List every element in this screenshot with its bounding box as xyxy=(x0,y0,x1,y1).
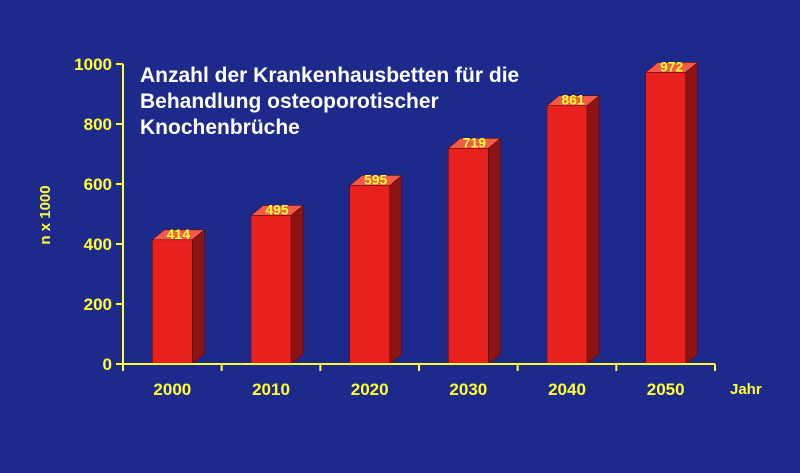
bar-side xyxy=(488,137,501,365)
y-tick-label: 200 xyxy=(84,295,112,314)
bar xyxy=(152,239,193,365)
bar xyxy=(448,148,489,365)
x-ticks-group: 2000 2010 2020 2030 2040 2050 xyxy=(122,364,716,399)
x-tick-label: 2030 xyxy=(449,380,487,399)
bar-side xyxy=(290,204,304,365)
bar xyxy=(349,185,390,365)
bar-value-label: 861 xyxy=(561,92,585,108)
x-axis-label: Jahr xyxy=(730,381,762,398)
bar xyxy=(546,105,588,365)
bar-side xyxy=(685,61,698,365)
bar-side xyxy=(586,95,600,365)
y-axis-label: n x 1000 xyxy=(37,185,54,244)
bar-side xyxy=(192,229,205,365)
x-tick-label: 2010 xyxy=(252,380,290,399)
chart-title-line-3: Knochenbrüche xyxy=(140,116,300,139)
y-tick-label: 400 xyxy=(84,235,112,254)
bars-group xyxy=(151,61,699,365)
y-tick-label: 0 xyxy=(103,355,112,374)
value-labels-group: 414 495 595 719 861 972 xyxy=(167,58,684,241)
y-tick-label: 1000 xyxy=(74,55,112,74)
x-tick-label: 2050 xyxy=(647,380,685,399)
x-tick-label: 2020 xyxy=(351,380,389,399)
bar-value-label: 414 xyxy=(167,226,191,242)
chart-title-line-1: Anzahl der Krankenhausbetten für die xyxy=(140,64,519,87)
bar-value-label: 595 xyxy=(364,172,388,188)
bar-value-label: 495 xyxy=(265,202,289,218)
bar xyxy=(250,215,292,365)
bar-value-label: 719 xyxy=(463,134,487,150)
bar xyxy=(645,72,686,365)
y-ticks-group: 0 200 400 600 800 1000 xyxy=(74,55,123,374)
bar-value-label: 972 xyxy=(660,58,684,74)
x-tick-label: 2000 xyxy=(153,380,191,399)
x-tick-label: 2040 xyxy=(548,380,586,399)
chart-title-line-2: Behandlung osteoporotischer xyxy=(140,90,439,113)
bar-side xyxy=(389,174,402,365)
y-tick-label: 800 xyxy=(84,115,112,134)
y-tick-label: 600 xyxy=(84,175,112,194)
